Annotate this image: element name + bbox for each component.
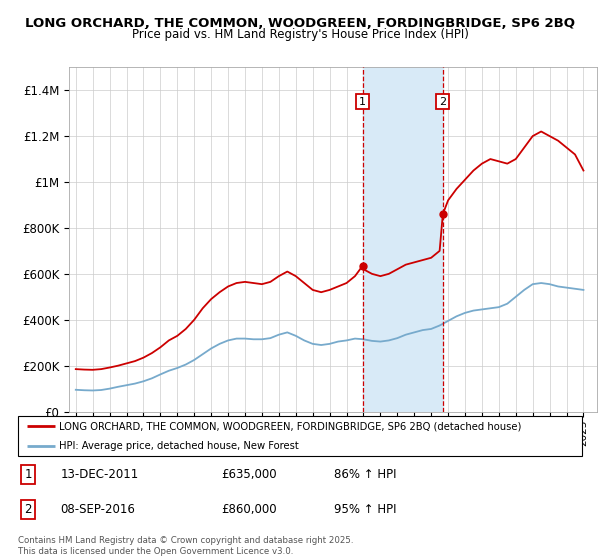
Text: 13-DEC-2011: 13-DEC-2011 [60, 468, 139, 481]
Text: Contains HM Land Registry data © Crown copyright and database right 2025.
This d: Contains HM Land Registry data © Crown c… [18, 536, 353, 556]
Text: £860,000: £860,000 [221, 503, 277, 516]
FancyBboxPatch shape [18, 416, 582, 456]
Text: LONG ORCHARD, THE COMMON, WOODGREEN, FORDINGBRIDGE, SP6 2BQ: LONG ORCHARD, THE COMMON, WOODGREEN, FOR… [25, 17, 575, 30]
Text: £635,000: £635,000 [221, 468, 277, 481]
Text: Price paid vs. HM Land Registry's House Price Index (HPI): Price paid vs. HM Land Registry's House … [131, 28, 469, 41]
Text: HPI: Average price, detached house, New Forest: HPI: Average price, detached house, New … [59, 441, 298, 451]
Text: 2: 2 [439, 97, 446, 106]
Text: 95% ↑ HPI: 95% ↑ HPI [334, 503, 397, 516]
Bar [362, 67, 443, 412]
Text: LONG ORCHARD, THE COMMON, WOODGREEN, FORDINGBRIDGE, SP6 2BQ (detached house): LONG ORCHARD, THE COMMON, WOODGREEN, FOR… [59, 421, 521, 431]
Text: 86% ↑ HPI: 86% ↑ HPI [334, 468, 397, 481]
Text: 08-SEP-2016: 08-SEP-2016 [60, 503, 135, 516]
Text: 1: 1 [25, 468, 32, 481]
Text: 1: 1 [359, 97, 366, 106]
Text: 2: 2 [25, 503, 32, 516]
